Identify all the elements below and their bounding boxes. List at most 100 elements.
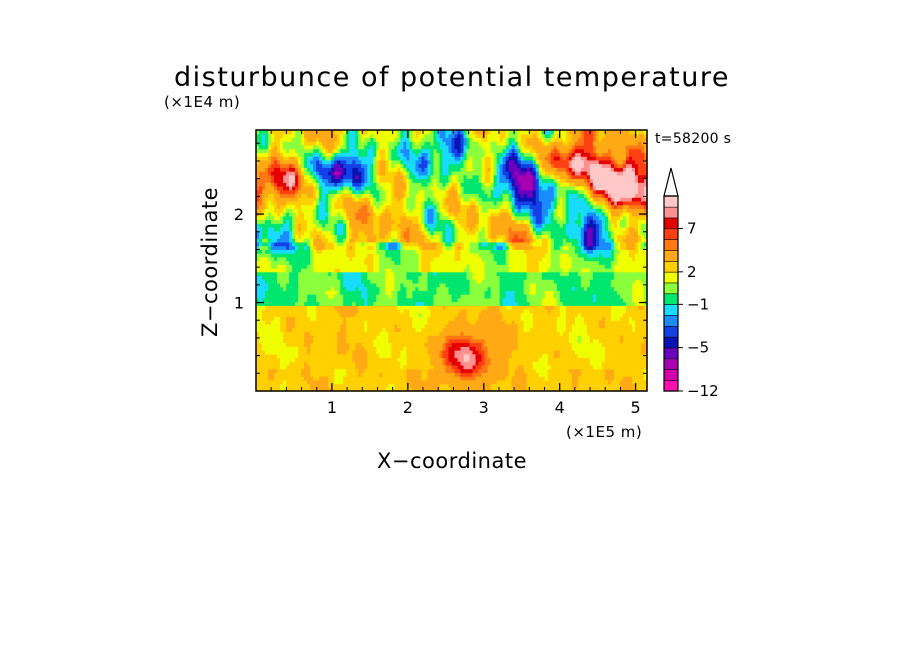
contour-cell [355,383,359,388]
contour-cell [562,301,567,306]
contour-cell [628,379,633,385]
contour-cell [412,279,417,284]
contour-cell [316,331,320,336]
contour-cell [379,353,383,359]
contour-cell [358,312,362,318]
contour-cell [358,253,362,258]
contour-cell [319,357,323,362]
contour-cell [313,349,317,355]
contour-cell [589,323,594,329]
contour-cell [547,256,552,262]
contour-cell [280,271,284,277]
contour-cell [616,308,621,314]
contour-cell [457,312,462,318]
contour-cell [577,364,582,370]
contour-cell [610,372,615,377]
contour-cell [457,368,462,373]
contour-cell [343,335,347,340]
contour-cell [526,282,531,288]
contour-cell [577,327,582,332]
contour-cell [259,264,263,269]
contour-cell [469,364,474,370]
contour-cell [631,301,636,306]
contour-cell [628,308,633,314]
contour-cell [364,346,368,351]
contour-cell [382,271,386,277]
contour-cell [583,331,588,336]
contour-cell [298,282,302,288]
contour-cell [397,305,401,310]
contour-cell [400,316,404,321]
contour-cell [436,297,441,303]
contour-cell [559,301,564,306]
contour-cell [598,357,603,362]
contour-cell [340,327,344,332]
contour-cell [460,282,465,288]
contour-cell [352,320,356,325]
contour-cell [550,256,555,262]
contour-cell [487,364,492,370]
contour-cell [490,308,495,314]
contour-cell [481,312,486,318]
contour-cell [499,327,504,332]
contour-cell [577,308,582,314]
contour-cell [283,387,287,392]
contour-cell [553,264,558,269]
contour-cell [286,264,290,269]
contour-cell [280,331,284,336]
contour-cell [295,383,299,388]
contour-cell [334,349,338,355]
contour-cell [517,364,522,370]
contour-cell [460,335,465,340]
contour-cell [448,290,453,295]
contour-cell [613,323,618,329]
contour-cell [469,372,474,377]
contour-cell [472,312,477,318]
contour-cell [526,383,531,388]
contour-cell [628,327,633,332]
contour-cell [337,301,341,306]
contour-cell [385,271,389,277]
contour-cell [595,297,600,303]
contour-cell [634,260,639,265]
contour-cell [283,323,287,329]
contour-cell [541,335,546,340]
contour-cell [568,357,573,362]
contour-cell [484,312,489,318]
contour-cell [634,264,639,269]
contour-cell [316,275,320,280]
contour-cell [364,327,368,332]
contour-cell [568,297,573,303]
contour-cell [331,245,335,250]
contour-cell [514,383,519,388]
contour-cell [499,290,504,295]
contour-cell [547,305,552,310]
contour-cell [640,387,645,392]
contour-cell [469,264,474,269]
contour-cell [424,267,429,273]
contour-cell [445,312,450,318]
contour-cell [634,286,639,291]
contour-cell [298,357,302,362]
contour-cell [445,253,450,258]
contour-cell [388,331,392,336]
contour-cell [424,357,429,362]
contour-cell [301,353,305,359]
contour-cell [505,249,510,254]
contour-cell [409,346,413,351]
contour-cell [511,267,516,273]
contour-cell [616,320,621,325]
contour-cell [415,361,420,366]
contour-cell [430,316,435,321]
contour-cell [274,357,278,362]
contour-cell [487,316,492,321]
contour-cell [481,349,486,355]
contour-cell [490,320,495,325]
contour-cell [442,349,447,355]
contour-cell [613,267,618,273]
contour-cell [277,379,281,385]
contour-cell [640,249,645,254]
contour-cell [388,327,392,332]
contour-cell [481,305,486,310]
contour-cell [307,301,311,306]
